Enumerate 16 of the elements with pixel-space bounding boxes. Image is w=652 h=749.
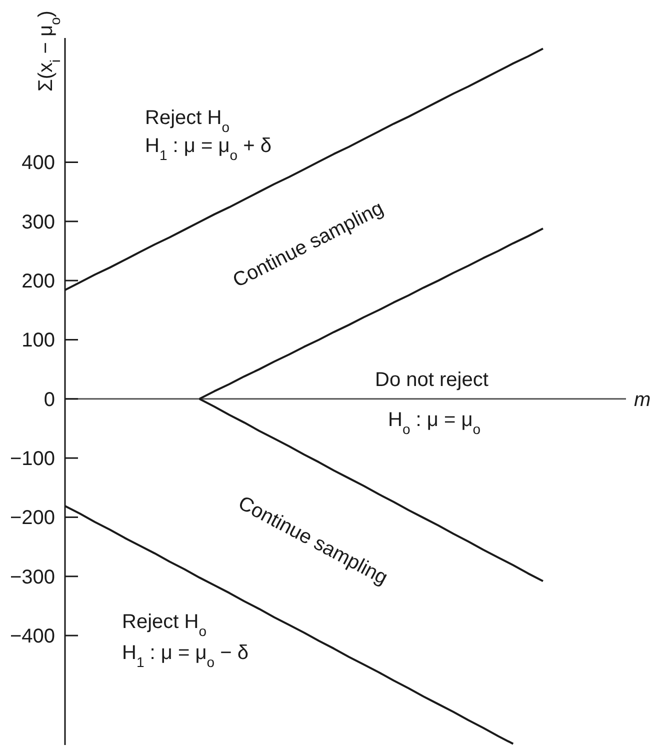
annotation: Do not reject (375, 369, 489, 391)
y-tick-label: 400 (22, 152, 55, 174)
x-axis-title: m (634, 388, 651, 411)
annotation: H$_{1}$ : μ = μ$_{o}$ + δ (145, 135, 272, 163)
y-tick-label: 0 (44, 388, 55, 411)
annotation: Reject H$_{o}$ (145, 107, 230, 135)
y-tick-label: 300 (22, 211, 55, 234)
annotation: H$_{1}$ : μ = μ$_{o}$ − δ (122, 642, 248, 670)
y-tick-label: 200 (22, 270, 55, 293)
y-tick-label: −200 (10, 507, 55, 530)
y-tick-label: −400 (10, 626, 55, 648)
y-tick-label: −100 (10, 448, 55, 470)
annotation: Reject H$_{o}$ (122, 611, 207, 639)
annotation: H$_{o}$ : μ = μ$_{o}$ (388, 409, 481, 437)
y-tick-label: 100 (22, 330, 55, 352)
y-tick-label: −300 (10, 566, 55, 588)
